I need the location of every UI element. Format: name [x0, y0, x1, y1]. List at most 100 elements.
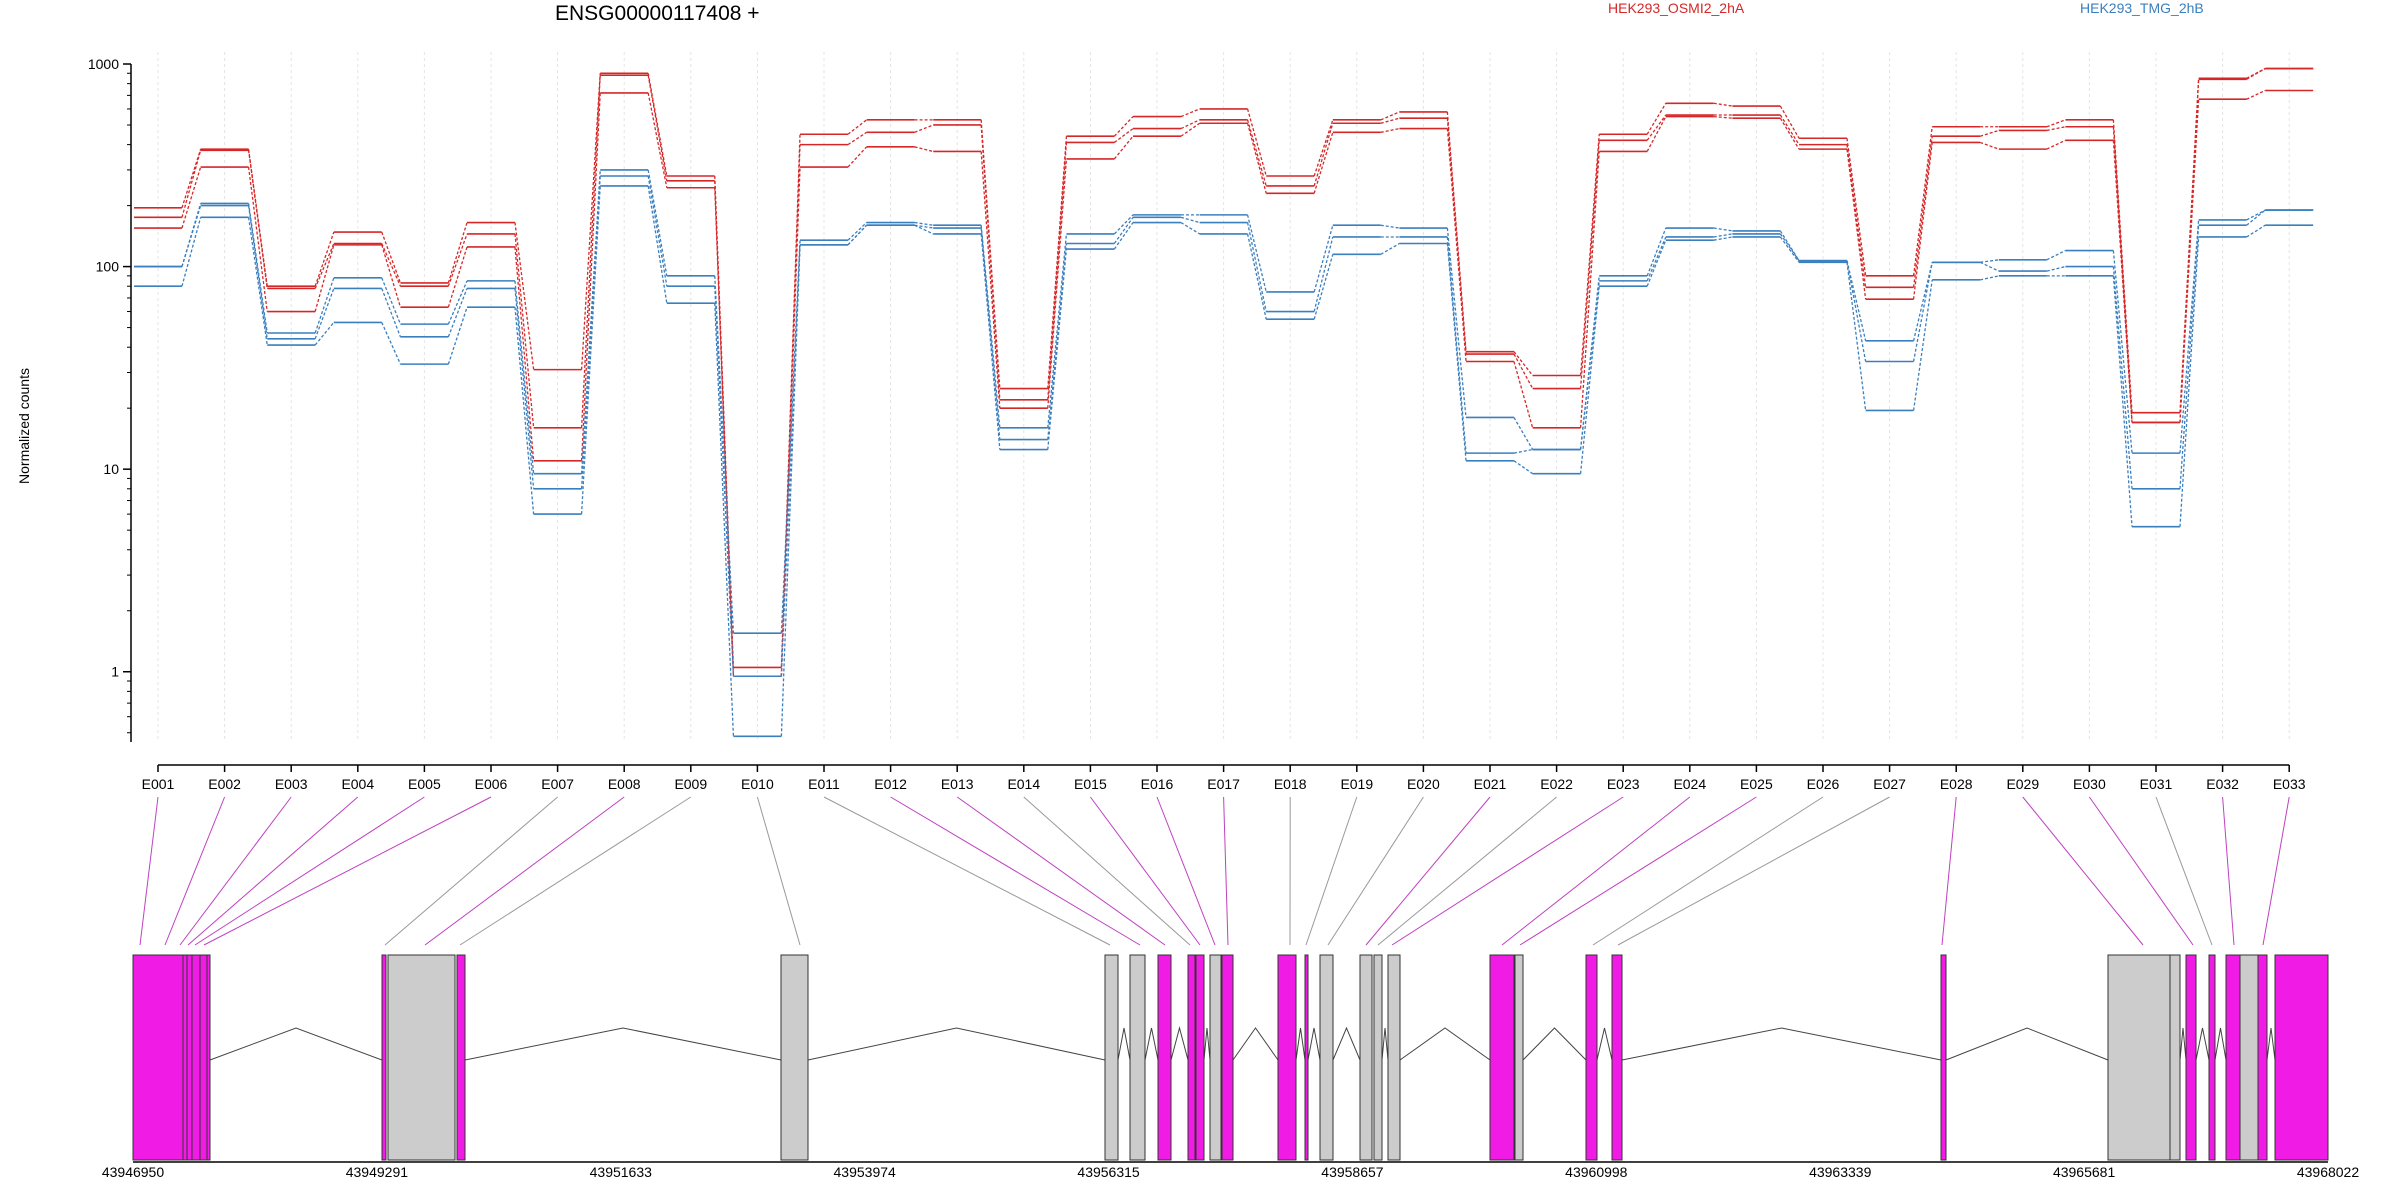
series-connector [1113, 135, 1134, 160]
series-connector [514, 233, 535, 428]
exon-connector [2155, 796, 2213, 946]
exon-box [1129, 954, 1146, 1161]
y-tick-label: 1000 [88, 56, 119, 72]
exon-box [2239, 954, 2259, 1161]
series-connector [647, 185, 668, 304]
series-connector [1513, 353, 1534, 389]
series-connector [514, 307, 535, 515]
genome-coordinate-label: 43958657 [1321, 1164, 1384, 1180]
series-connector [980, 151, 1001, 409]
intron-line [2266, 1027, 2276, 1061]
exon-box [2107, 954, 2171, 1161]
x-tick-label: E030 [2073, 776, 2106, 792]
series-connector [2179, 236, 2200, 527]
exon-connector [1365, 796, 1491, 946]
series-connector [181, 166, 202, 229]
intron-line [1596, 1027, 1613, 1061]
exon-connector [203, 796, 492, 946]
series-connector [1313, 123, 1334, 187]
intron-line [1295, 1027, 1306, 1061]
intron-line [1399, 1027, 1491, 1061]
series-connector [2246, 209, 2266, 226]
x-tick-label: E001 [142, 776, 175, 792]
series-connector [914, 146, 934, 153]
series-connector [647, 92, 668, 188]
series-connector [181, 205, 202, 267]
x-tick-label: E021 [1474, 776, 1507, 792]
series-connector [1313, 236, 1334, 312]
exon-box [1157, 954, 1172, 1161]
series-connector [2046, 139, 2066, 150]
series-connector [447, 280, 468, 325]
exon-box [1104, 954, 1119, 1161]
intron-line [209, 1027, 383, 1061]
series-connector [2046, 249, 2066, 261]
y-tick-label: 1 [111, 664, 119, 680]
series-connector [580, 92, 601, 461]
x-tick-label: E009 [674, 776, 707, 792]
series-connector [1513, 361, 1534, 428]
series-connector [914, 221, 934, 226]
series-connector [980, 124, 1001, 400]
intron-line [2195, 1027, 2210, 1061]
series-connector [1047, 233, 1068, 428]
exon-box [1304, 954, 1309, 1161]
exon-connector [1327, 796, 1424, 946]
series-connector [1713, 227, 1733, 232]
exon-box [1585, 954, 1598, 1161]
exon-box [1387, 954, 1401, 1161]
genome-coordinate-label: 43956315 [1077, 1164, 1140, 1180]
series-connector [1846, 260, 1867, 341]
exon-connector [1617, 796, 1890, 946]
intron-line [1170, 1026, 1189, 1061]
exon-box [2274, 954, 2329, 1161]
series-connector [247, 203, 268, 334]
series-connector [1380, 117, 1400, 124]
series-connector [1579, 134, 1600, 376]
exon-box [182, 954, 188, 1161]
exon-box [1209, 954, 1222, 1161]
exon-box [2257, 954, 2268, 1161]
genome-coordinate-label: 43946950 [102, 1164, 165, 1180]
series-connector [1713, 102, 1733, 107]
series-connector [1446, 227, 1467, 418]
exon-box [1611, 954, 1623, 1161]
exon-connector [1223, 796, 1229, 946]
series-connector [1846, 262, 1867, 411]
series-connector [1113, 222, 1134, 250]
series-connector [1113, 128, 1134, 143]
series-connector [1579, 286, 1600, 474]
series-connector [1646, 227, 1667, 277]
series-connector [1713, 233, 1733, 238]
exon-box [1277, 954, 1297, 1161]
series-connector [1846, 138, 1867, 276]
series-connector [1779, 105, 1800, 139]
intron-line [2179, 1027, 2187, 1061]
series-connector [1646, 239, 1667, 287]
exon-box [199, 954, 208, 1161]
series-connector [1912, 279, 1933, 411]
series-connector [1446, 236, 1467, 454]
x-tick-label: E012 [874, 776, 907, 792]
series-connector [1713, 115, 1733, 119]
series-connector [1246, 123, 1267, 194]
exon-box [186, 954, 193, 1161]
x-tick-label: E006 [475, 776, 508, 792]
series-connector [314, 288, 335, 340]
series-connector [2112, 250, 2133, 454]
series-connector [181, 148, 202, 209]
genome-coordinate-label: 43968022 [2297, 1164, 2360, 1180]
series-connector [1846, 149, 1867, 300]
series-connector [2246, 67, 2266, 80]
series-connector [2112, 266, 2133, 489]
x-tick-label: E014 [1007, 776, 1040, 792]
series-connector [1113, 214, 1134, 235]
series-connector [1846, 260, 1867, 362]
exon-connector [1305, 796, 1358, 946]
x-tick-label: E029 [2006, 776, 2039, 792]
series-connector [714, 275, 735, 634]
series-connector [1513, 448, 1533, 454]
exon-connector [1391, 796, 1624, 946]
